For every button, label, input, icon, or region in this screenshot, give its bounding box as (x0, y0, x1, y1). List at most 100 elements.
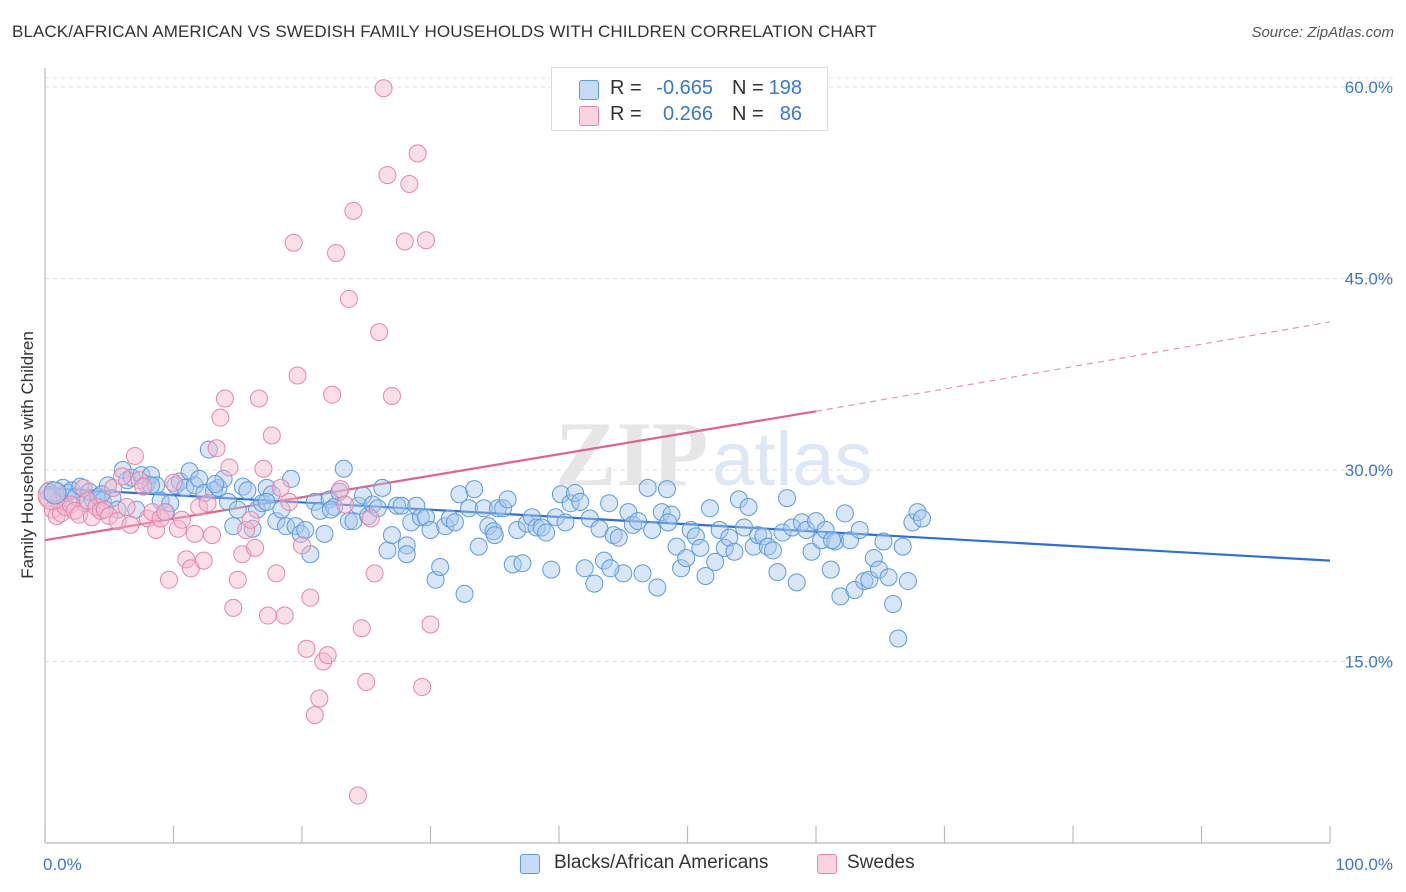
data-point-blacks (199, 440, 218, 459)
data-point-blacks (845, 581, 864, 600)
y-tick-label: 15.0% (1345, 653, 1393, 672)
legend-swatch-swedes (579, 106, 599, 126)
legend-r-value: 0.266 (662, 103, 713, 125)
data-point-swedes (395, 232, 414, 251)
data-point-swedes (352, 619, 371, 638)
data-point-blacks (677, 549, 696, 568)
data-point-swedes (421, 615, 440, 634)
data-point-blacks (455, 584, 474, 603)
data-point-swedes (246, 538, 265, 557)
data-point-swedes (220, 458, 239, 477)
data-point-swedes (344, 201, 363, 220)
data-point-blacks (359, 506, 378, 525)
data-point-blacks (725, 542, 744, 561)
data-point-swedes (336, 495, 355, 514)
data-point-blacks (609, 528, 628, 547)
data-point-swedes (117, 498, 136, 517)
data-point-blacks (382, 526, 401, 545)
legend-r-value: -0.665 (656, 77, 713, 99)
data-point-swedes (164, 473, 183, 492)
data-point-blacks (797, 521, 816, 540)
data-point-blacks (321, 500, 340, 519)
data-point-blacks (373, 478, 392, 497)
data-point-swedes (168, 519, 187, 538)
data-point-blacks (305, 492, 324, 511)
y-axis-label: Family Households with Children (18, 331, 37, 579)
data-point-blacks (503, 555, 522, 574)
data-point-swedes (194, 551, 213, 570)
data-point-swedes (331, 480, 350, 499)
data-point-blacks (903, 513, 922, 532)
data-point-blacks (392, 496, 411, 515)
data-point-swedes (365, 564, 384, 583)
data-point-swedes (413, 678, 432, 697)
data-point-swedes (327, 243, 346, 262)
data-point-swedes (207, 439, 226, 458)
data-point-swedes (258, 606, 277, 625)
data-point-swedes (224, 598, 243, 617)
data-point-swedes (237, 521, 256, 540)
data-point-blacks (257, 492, 276, 511)
data-point-blacks (691, 538, 710, 557)
data-point-blacks (206, 475, 225, 494)
data-point-blacks (566, 483, 585, 502)
data-point-blacks (686, 527, 705, 546)
data-point-blacks (488, 499, 507, 518)
data-point-swedes (241, 510, 260, 529)
data-point-swedes (348, 786, 367, 805)
data-point-blacks (715, 538, 734, 557)
data-point-swedes (262, 426, 281, 445)
data-point-swedes (134, 477, 153, 496)
data-point-swedes (254, 459, 273, 478)
data-point-swedes (185, 524, 204, 543)
data-point-blacks (913, 509, 932, 528)
data-point-swedes (190, 498, 209, 517)
data-point-blacks (575, 559, 594, 578)
data-point-swedes (113, 467, 132, 486)
data-point-blacks (763, 541, 782, 560)
data-point-swedes (417, 231, 436, 250)
data-point-swedes (215, 389, 234, 408)
data-point-swedes (361, 509, 380, 528)
data-point-blacks (469, 537, 488, 556)
data-point-blacks (219, 492, 238, 511)
data-point-swedes (382, 386, 401, 405)
data-point-blacks (864, 549, 883, 568)
data-point-swedes (400, 175, 419, 194)
x-tick-label: 0.0% (43, 855, 82, 874)
data-point-swedes (203, 526, 222, 545)
data-point-blacks (884, 595, 903, 614)
legend-swatch-blacks (579, 80, 599, 100)
y-tick-label: 45.0% (1345, 270, 1393, 289)
data-point-swedes (374, 79, 393, 98)
chart-title: BLACK/AFRICAN AMERICAN VS SWEDISH FAMILY… (12, 22, 877, 41)
legend-r-label: R = (610, 77, 642, 99)
data-point-blacks (411, 508, 430, 527)
data-point-blacks (485, 526, 504, 545)
data-point-blacks (546, 508, 565, 527)
data-point-blacks (768, 563, 787, 582)
data-point-swedes (314, 652, 333, 671)
data-point-blacks (388, 496, 407, 515)
data-point-swedes (357, 672, 376, 691)
data-point-blacks (739, 498, 758, 517)
data-point-blacks (648, 578, 667, 597)
data-point-blacks (850, 521, 869, 540)
data-point-blacks (787, 573, 806, 592)
legend-n-value: 86 (779, 103, 802, 125)
data-point-blacks (556, 513, 575, 532)
series-swedes (39, 79, 440, 805)
data-point-swedes (156, 503, 175, 522)
watermark-zip: ZIP (555, 403, 708, 505)
data-point-blacks (494, 499, 513, 518)
data-point-blacks (243, 519, 262, 538)
watermark: ZIP atlas (555, 403, 873, 505)
data-point-swedes (378, 166, 397, 185)
data-point-swedes (271, 478, 290, 497)
data-point-blacks (190, 469, 209, 488)
data-point-blacks (893, 537, 912, 556)
data-point-blacks (696, 566, 715, 585)
data-point-blacks (498, 490, 517, 509)
data-point-blacks (474, 499, 493, 518)
